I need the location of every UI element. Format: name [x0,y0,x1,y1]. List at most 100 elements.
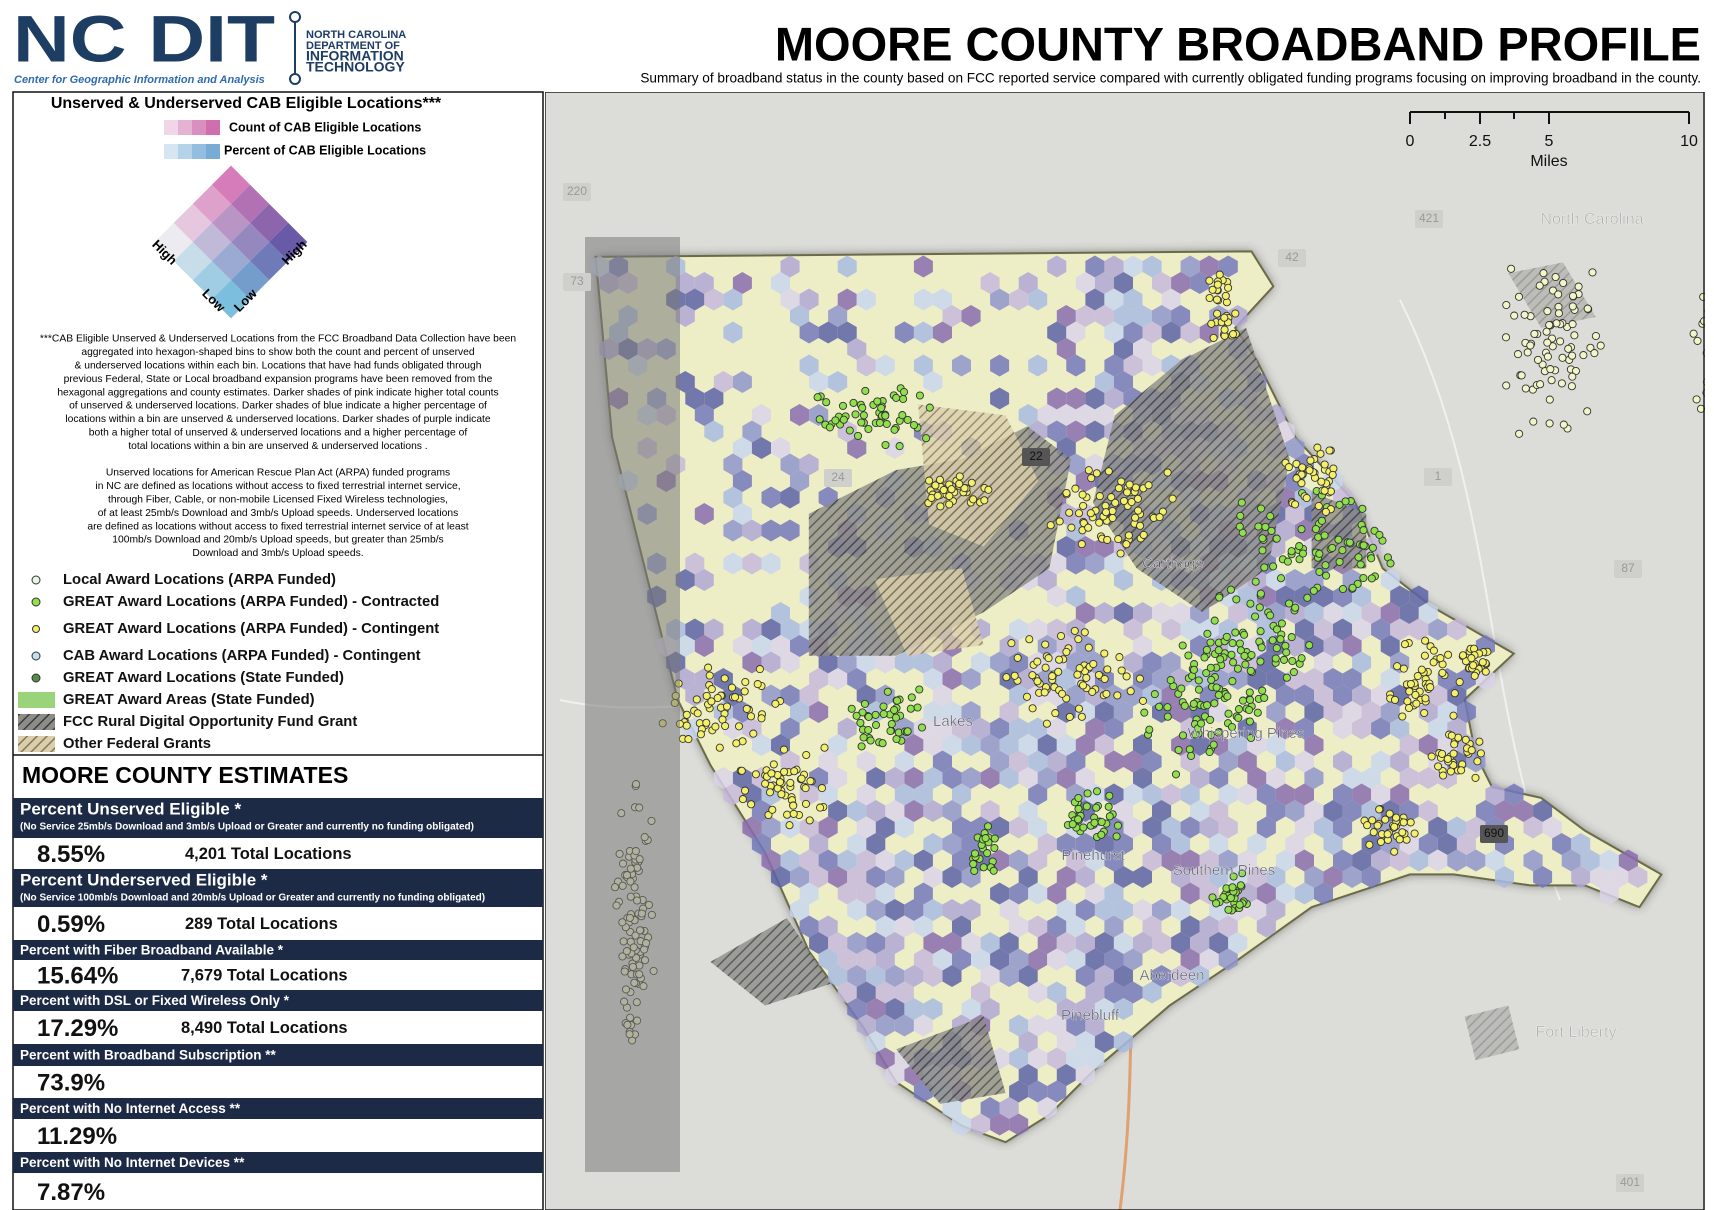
hex-bin [1028,750,1048,773]
award-location [738,795,747,804]
award-location [1206,663,1215,672]
hex-bin [1056,404,1076,426]
award-location [1184,651,1193,660]
hex-bin [742,552,762,575]
logo: NC DIT [13,1,275,75]
award-location [1410,829,1419,838]
hex-bin [1161,849,1181,872]
hex-bin [1066,453,1086,476]
award-location [721,721,730,731]
hex-bin [1571,833,1591,855]
award-location [1693,336,1702,345]
estimate-note: (No Service 100mb/s Download and 20mb/s … [20,893,485,904]
hex-bin [913,783,933,806]
award-location [1112,832,1121,841]
award-location [1256,627,1265,636]
hex-bin [1028,948,1048,971]
award-location [1074,804,1083,813]
award-location [903,727,912,736]
hex-bin [1018,734,1038,756]
hex-bin [1133,866,1152,888]
award-location [730,693,740,702]
award-location [1084,523,1093,532]
award-location [1097,817,1106,827]
award-location [1080,628,1089,637]
award-location [1087,474,1096,483]
hex-bin [1409,585,1429,608]
hex-bin [1009,1113,1029,1136]
award-location [702,691,711,700]
hex-bin [1304,767,1324,789]
award-location [852,711,861,720]
hex-bin [1266,701,1286,723]
award-location [1126,687,1135,696]
hex-bin [1085,981,1105,1004]
award-location [1398,712,1407,721]
logo-node [289,73,301,85]
road-label: 421 [1419,211,1439,225]
hex-bin [704,420,724,443]
award-location [1568,302,1577,311]
hex-bin [1161,651,1181,674]
hex-bin [1323,866,1343,888]
award-location [1073,670,1082,679]
award-location [1055,655,1064,664]
award-location [1545,320,1554,330]
award-location [1245,695,1255,704]
hex-bin [1047,1047,1067,1070]
hex-bin [1190,965,1210,987]
place-label: Aberdeen [1139,967,1204,984]
award-location [1119,496,1129,506]
award-location [1074,704,1084,713]
award-location [1545,419,1554,428]
award-location [1393,662,1402,671]
award-location [741,677,750,687]
award-location [1529,417,1538,426]
award-location [1535,281,1544,290]
hex-bin [923,701,943,723]
award-location [1279,655,1289,664]
hex-bin [1123,651,1143,674]
hex-bin [1371,783,1391,806]
estimate-note: (No Service 25mb/s Download and 3mb/s Up… [20,822,474,833]
award-location [1092,469,1101,478]
hex-bin [1304,635,1324,657]
award-location [1282,673,1291,682]
award-location [1514,292,1524,301]
hex-bin [1333,684,1353,707]
hex-bin [723,321,743,344]
hex-bin [828,800,848,822]
legend-note: through Fiber, Cable, or non-mobile Lice… [108,495,448,506]
hex-bin [952,717,971,740]
hex-bin [837,948,857,971]
hex-bin [980,998,1000,1020]
hex-bin [961,899,981,921]
scale-unit: Miles [1530,153,1567,170]
award-location [1368,816,1377,825]
award-location [1317,516,1326,525]
award-location [1363,821,1372,830]
award-location [847,704,856,713]
hex-bin [942,965,962,987]
bivariate-cell [231,222,270,262]
award-location [1224,905,1233,914]
hex-bin [1009,948,1029,971]
hex-bin [1056,998,1076,1020]
road-shield [1614,560,1642,578]
department-line: INFORMATION [306,48,404,64]
award-location [1298,549,1308,558]
hex-bin [771,272,790,294]
award-location [1404,703,1414,713]
hex-bin [1171,602,1191,624]
award-location [1197,719,1206,728]
award-location [707,685,716,694]
hex-bin [1113,701,1133,723]
award-location [1056,631,1066,641]
road-label: 401 [1620,1175,1640,1189]
hex-bin [990,717,1010,740]
award-location [1048,672,1057,681]
award-location [1429,658,1438,667]
hex-bin [828,965,848,987]
award-location [1530,329,1539,338]
award-location [825,423,834,432]
